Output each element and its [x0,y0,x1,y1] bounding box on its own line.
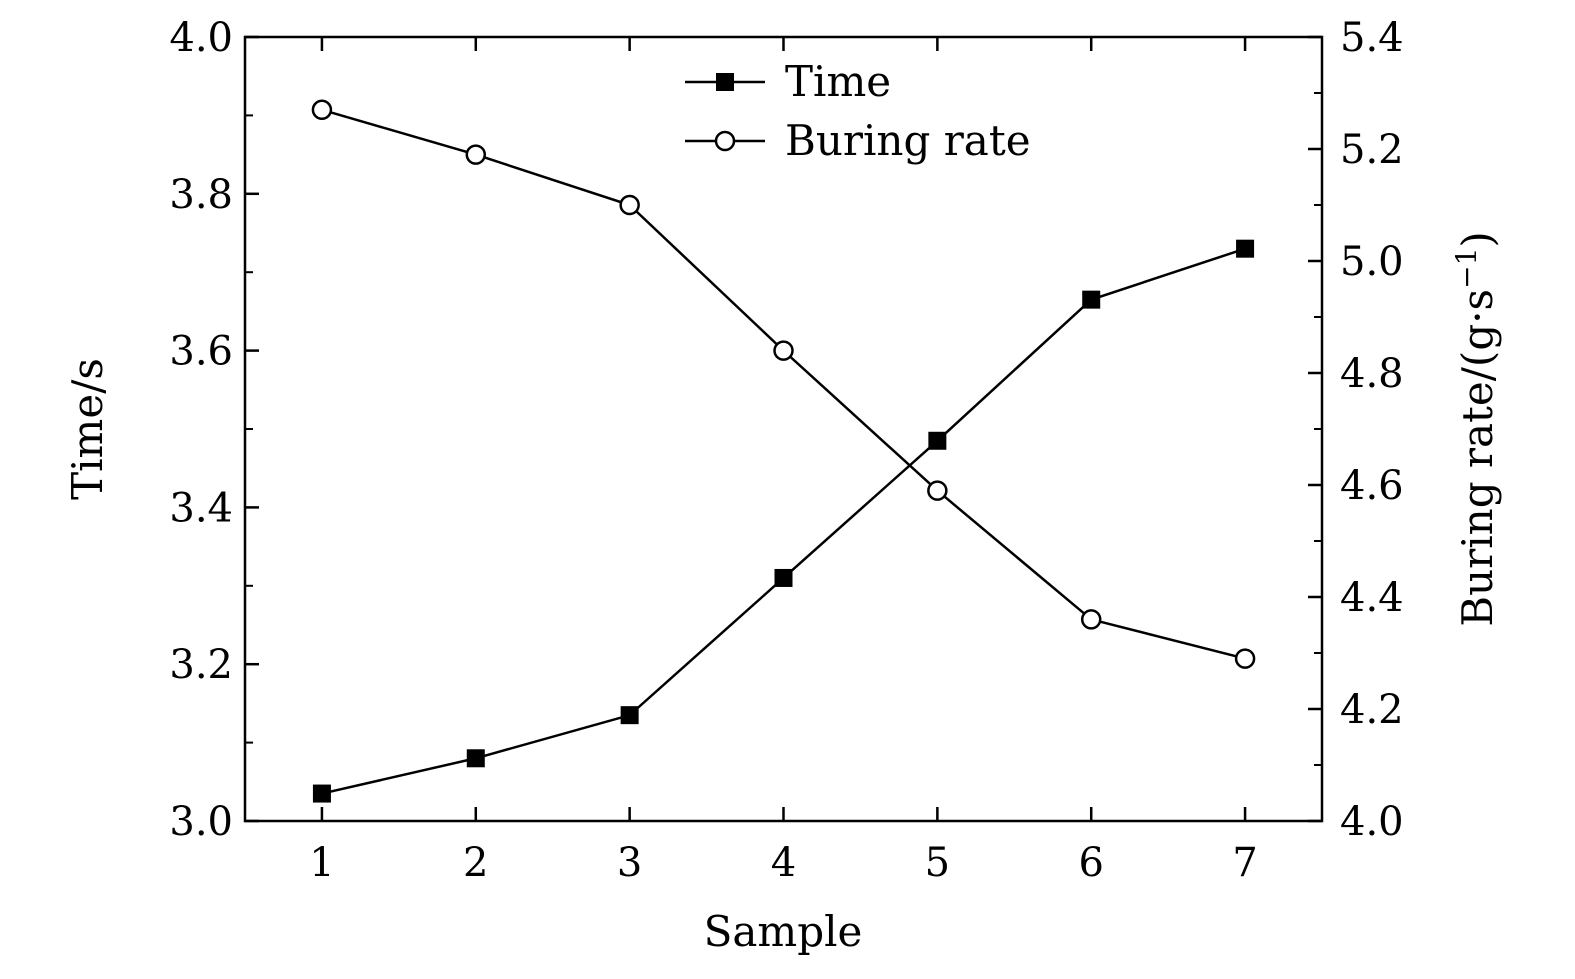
y-right-tick-label: 4.2 [1340,687,1404,733]
data-point-time [466,749,485,768]
y-left-tick-label: 3.2 [169,642,233,688]
x-tick-label: 2 [463,840,488,886]
y-right-tick-label: 4.6 [1340,463,1404,509]
legend-label-buring-rate: Buring rate [785,116,1031,165]
x-axis-title: Sample [704,907,863,956]
y-axis-left-title: Time/s [63,358,112,500]
data-point-time [774,568,793,587]
y-right-tick-label: 5.0 [1340,239,1404,285]
legend-label-time: Time [785,57,891,106]
y-right-tick-label: 5.4 [1340,15,1404,61]
y-left-tick-label: 3.8 [169,172,233,218]
y-left-tick-label: 3.6 [169,329,233,375]
x-tick-label: 6 [1078,840,1103,886]
data-point-buring-rate [311,99,333,121]
legend: Time Buring rate [685,57,1031,165]
data-point-buring-rate [1080,609,1102,630]
legend-marker-buring-rate [714,130,736,152]
data-point-time [928,431,947,450]
series-lines [321,108,1246,795]
y-right-tick-label: 4.0 [1340,799,1404,845]
data-point-buring-rate [465,144,487,165]
x-tick-label: 4 [771,840,796,886]
y-right-tick-label: 4.8 [1340,351,1404,397]
y-left-tick-label: 3.4 [169,485,233,531]
y-right-tick-label: 5.2 [1340,127,1404,173]
y-left-tick-label: 4.0 [169,15,233,61]
x-tick-label: 5 [925,840,950,886]
data-point-buring-rate [1234,648,1256,669]
plot-frame [243,35,1324,823]
legend-item-buring-rate: Buring rate [685,116,1031,165]
tick-labels: 1 2 3 4 5 6 7 3.0 3.2 3.4 3.6 3.8 4.0 4.0 4.2 4.4 4.6 4.8… [169,15,1403,886]
data-point-buring-rate [773,340,794,361]
series-markers [311,99,1256,803]
x-tick-label: 7 [1232,840,1257,886]
legend-item-time: Time [685,57,891,106]
legend-marker-time [716,73,734,91]
data-point-time [1082,290,1101,309]
y-axis-right-title-superscript: −1 [1450,248,1483,289]
data-point-time [312,784,331,803]
x-tick-label: 1 [309,840,334,886]
series-line-time [321,247,1246,795]
data-point-buring-rate [927,480,948,501]
data-point-buring-rate [619,194,640,216]
y-axis-right-title: Buring rate/(g·s−1) [1450,231,1502,627]
data-point-time [1236,239,1255,258]
y-right-tick-label: 4.4 [1340,575,1404,621]
y-axis-right-title-main: Buring rate/(g·s [1453,289,1502,627]
y-axis-right-title-close: ) [1453,231,1502,247]
x-tick-label: 3 [617,840,642,886]
tick-marks [245,35,1322,823]
data-point-time [620,706,639,725]
y-left-tick-label: 3.0 [169,799,233,845]
